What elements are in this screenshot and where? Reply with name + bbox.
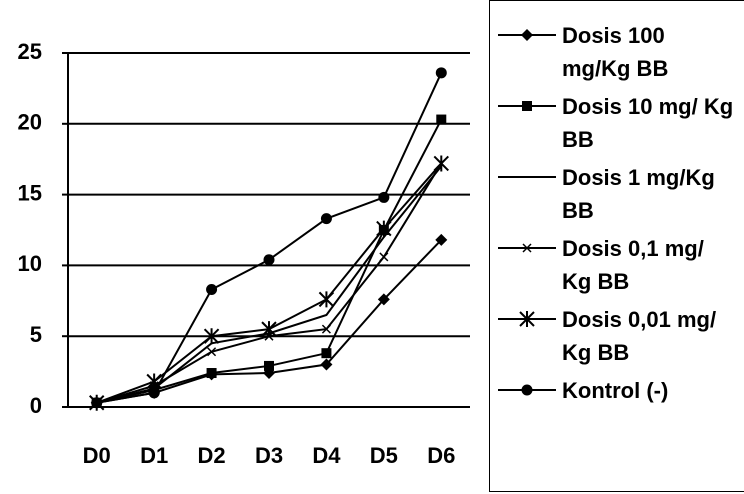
page: {"chart_data": {"type": "line", "categor… — [0, 0, 744, 494]
y-tick-label: 0 — [30, 393, 42, 418]
legend-swatch — [494, 167, 564, 187]
marker — [207, 368, 217, 378]
x-tick-label: D6 — [427, 443, 455, 468]
y-tick-label: 5 — [30, 322, 42, 347]
marker — [321, 213, 332, 224]
x-tick-label: D0 — [83, 443, 111, 468]
y-tick-label: 10 — [18, 251, 42, 276]
marker — [522, 385, 533, 396]
legend-swatch — [494, 25, 564, 45]
marker — [434, 155, 448, 171]
legend-swatch — [494, 309, 564, 329]
marker — [321, 348, 331, 358]
y-tick-label: 25 — [18, 39, 42, 64]
marker — [521, 29, 533, 41]
marker — [436, 67, 447, 78]
legend-label: Dosis 0,1 mg/ Kg BB — [562, 232, 737, 298]
x-tick-label: D3 — [255, 443, 283, 468]
x-tick-label: D1 — [140, 443, 168, 468]
marker — [436, 115, 446, 125]
marker — [147, 374, 161, 390]
marker — [264, 361, 274, 371]
legend-label: Dosis 0,01 mg/ Kg BB — [562, 303, 737, 369]
marker — [91, 397, 102, 408]
marker — [522, 101, 532, 111]
marker — [149, 387, 160, 398]
x-tick-label: D4 — [312, 443, 341, 468]
marker — [378, 192, 389, 203]
legend-label: Dosis 100 mg/Kg BB — [562, 19, 737, 85]
x-tick-label: D2 — [198, 443, 226, 468]
legend-swatch — [494, 96, 564, 116]
legend-label: Kontrol (-) — [562, 374, 737, 407]
marker — [319, 291, 333, 307]
x-tick-label: D5 — [370, 443, 398, 468]
series-line — [97, 73, 442, 403]
marker — [380, 253, 388, 261]
chart: 0 5 10 15 20 25 D0 D1 D2 D3 D4 D5 D6 — [0, 0, 489, 494]
legend-label: Dosis 10 mg/ Kg BB — [562, 90, 737, 156]
legend-swatch — [494, 380, 564, 400]
y-tick-label: 20 — [18, 110, 42, 135]
marker — [206, 284, 217, 295]
legend-swatch — [494, 238, 564, 258]
legend-label: Dosis 1 mg/Kg BB — [562, 161, 737, 227]
marker — [264, 254, 275, 265]
y-tick-label: 15 — [18, 180, 42, 205]
